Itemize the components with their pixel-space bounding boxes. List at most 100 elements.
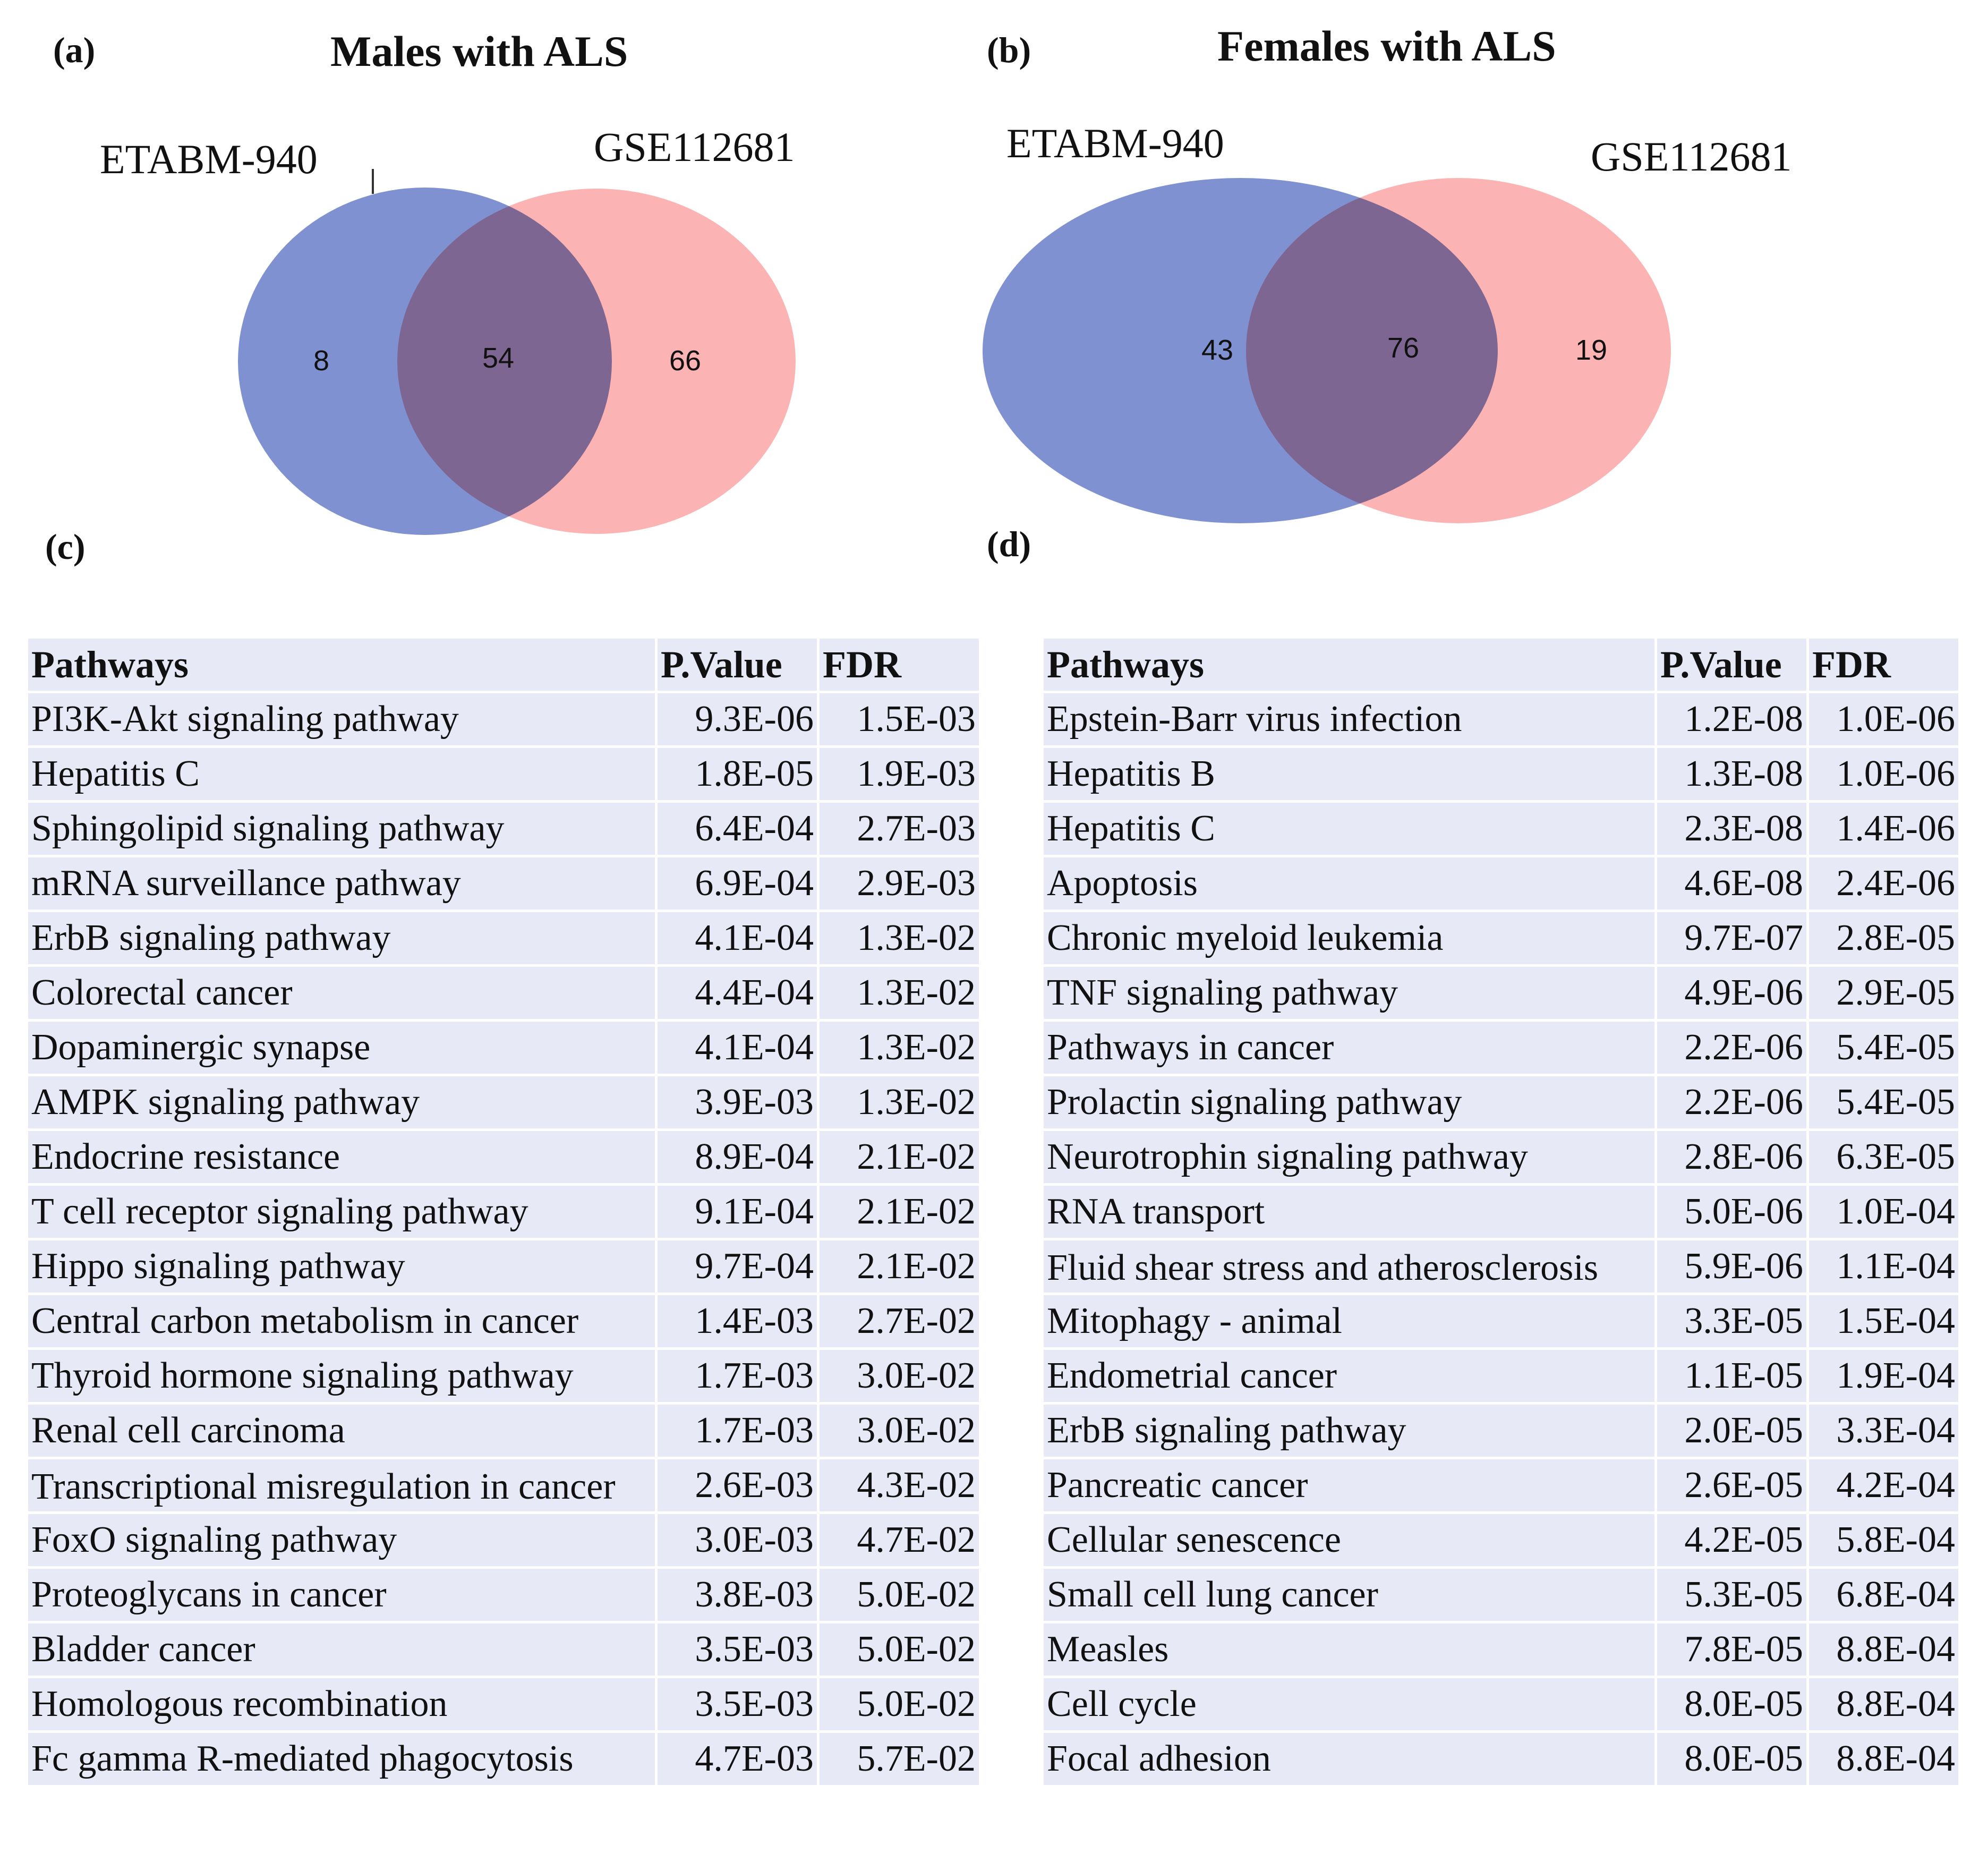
fdr-value: 2.7E-02 bbox=[817, 1295, 979, 1347]
header-pvalue: P.Value bbox=[1654, 639, 1806, 691]
p-value: 2.6E-05 bbox=[1654, 1459, 1806, 1511]
table-row: Bladder cancer 3.5E-03 5.0E-02 bbox=[28, 1624, 979, 1676]
venn-a-right-set-label: GSE112681 bbox=[594, 124, 795, 170]
table-row: Central carbon metabolism in cancer 1.4E-… bbox=[28, 1295, 979, 1347]
p-value: 7.8E-05 bbox=[1654, 1624, 1806, 1676]
pathway-name: Fluid shear stress and atherosclerosis bbox=[1044, 1240, 1654, 1293]
p-value: 3.5E-03 bbox=[655, 1678, 817, 1730]
table-row: Colorectal cancer 4.4E-04 1.3E-02 bbox=[28, 967, 979, 1019]
p-value: 4.9E-06 bbox=[1654, 967, 1806, 1019]
fdr-value: 1.9E-03 bbox=[817, 748, 979, 800]
table-row: ErbB signaling pathway 4.1E-04 1.3E-02 bbox=[28, 912, 979, 964]
table-row: Thyroid hormone signaling pathway 1.7E-03… bbox=[28, 1350, 979, 1402]
fdr-value: 4.2E-04 bbox=[1806, 1459, 1958, 1511]
table-row: T cell receptor signaling pathway 9.1E-04… bbox=[28, 1186, 979, 1238]
fdr-value: 5.7E-02 bbox=[817, 1733, 979, 1785]
fdr-value: 1.0E-04 bbox=[1806, 1186, 1958, 1238]
fdr-value: 8.8E-04 bbox=[1806, 1624, 1958, 1676]
venn-diagram-b bbox=[983, 178, 1671, 523]
p-value: 9.1E-04 bbox=[655, 1186, 817, 1238]
table-row: Fc gamma R-mediated phagocytosis 4.7E-03 5… bbox=[28, 1733, 979, 1785]
p-value: 4.7E-03 bbox=[655, 1733, 817, 1785]
table-row: Epstein-Barr virus infection 1.2E-08 1.0E-… bbox=[1044, 693, 1958, 745]
fdr-value: 2.9E-03 bbox=[817, 857, 979, 910]
pathway-name: Hepatitis C bbox=[1044, 803, 1654, 855]
table-row: Hepatitis B 1.3E-08 1.0E-06 bbox=[1044, 748, 1958, 800]
table-row: mRNA surveillance pathway 6.9E-04 2.9E-03 bbox=[28, 857, 979, 910]
fdr-value: 1.5E-03 bbox=[817, 693, 979, 745]
pathway-name: Central carbon metabolism in cancer bbox=[28, 1295, 655, 1347]
pathway-name: Pathways in cancer bbox=[1044, 1022, 1654, 1074]
pathway-name: TNF signaling pathway bbox=[1044, 967, 1654, 1019]
fdr-value: 3.0E-02 bbox=[817, 1350, 979, 1402]
p-value: 5.9E-06 bbox=[1654, 1240, 1806, 1293]
table-row: Endocrine resistance 8.9E-04 2.1E-02 bbox=[28, 1131, 979, 1183]
table-row: Sphingolipid signaling pathway 6.4E-04 2.7… bbox=[28, 803, 979, 855]
venn-a-title: Males with ALS bbox=[330, 27, 628, 75]
table-row: FoxO signaling pathway 3.0E-03 4.7E-02 bbox=[28, 1514, 979, 1566]
pathway-name: Bladder cancer bbox=[28, 1624, 655, 1676]
fdr-value: 1.9E-04 bbox=[1806, 1350, 1958, 1402]
fdr-value: 4.3E-02 bbox=[817, 1459, 979, 1511]
p-value: 3.0E-03 bbox=[655, 1514, 817, 1566]
venn-a-left-set-label: ETABM-940 bbox=[100, 136, 318, 182]
table-row: Focal adhesion 8.0E-05 8.8E-04 bbox=[1044, 1733, 1958, 1785]
panel-label-d: (d) bbox=[987, 524, 1031, 564]
table-row: Hepatitis C 2.3E-08 1.4E-06 bbox=[1044, 803, 1958, 855]
p-value: 2.6E-03 bbox=[655, 1459, 817, 1511]
p-value: 3.9E-03 bbox=[655, 1076, 817, 1128]
fdr-value: 2.4E-06 bbox=[1806, 857, 1958, 910]
fdr-value: 3.0E-02 bbox=[817, 1405, 979, 1457]
fdr-value: 4.7E-02 bbox=[817, 1514, 979, 1566]
venn-b-right-circle bbox=[1246, 178, 1671, 523]
header-fdr: FDR bbox=[817, 639, 979, 691]
pathway-name: mRNA surveillance pathway bbox=[28, 857, 655, 910]
table-row: Pathways in cancer 2.2E-06 5.4E-05 bbox=[1044, 1022, 1958, 1074]
venn-b-left-only-count: 43 bbox=[1201, 334, 1234, 366]
p-value: 9.3E-06 bbox=[655, 693, 817, 745]
table-row: Fluid shear stress and atherosclerosis 5.… bbox=[1044, 1240, 1958, 1293]
venn-b-left-set-label: ETABM-940 bbox=[1006, 120, 1224, 166]
table-row: RNA transport 5.0E-06 1.0E-04 bbox=[1044, 1186, 1958, 1238]
fdr-value: 1.3E-02 bbox=[817, 912, 979, 964]
fdr-value: 1.3E-02 bbox=[817, 1076, 979, 1128]
pathway-name: Hippo signaling pathway bbox=[28, 1240, 655, 1293]
panel-label-c: (c) bbox=[45, 526, 86, 567]
p-value: 1.7E-03 bbox=[655, 1405, 817, 1457]
fdr-value: 1.3E-02 bbox=[817, 967, 979, 1019]
pathway-name: Small cell lung cancer bbox=[1044, 1569, 1654, 1621]
p-value: 9.7E-04 bbox=[655, 1240, 817, 1293]
p-value: 4.6E-08 bbox=[1654, 857, 1806, 910]
table-row: Hippo signaling pathway 9.7E-04 2.1E-02 bbox=[28, 1240, 979, 1293]
p-value: 8.0E-05 bbox=[1654, 1733, 1806, 1785]
p-value: 3.8E-03 bbox=[655, 1569, 817, 1621]
p-value: 1.2E-08 bbox=[1654, 693, 1806, 745]
p-value: 8.0E-05 bbox=[1654, 1678, 1806, 1730]
pathway-name: ErbB signaling pathway bbox=[28, 912, 655, 964]
fdr-value: 1.1E-04 bbox=[1806, 1240, 1958, 1293]
pathway-name: Cell cycle bbox=[1044, 1678, 1654, 1730]
fdr-value: 1.5E-04 bbox=[1806, 1295, 1958, 1347]
venn-a-right-only-count: 66 bbox=[669, 345, 702, 377]
pathway-name: Focal adhesion bbox=[1044, 1733, 1654, 1785]
fdr-value: 2.1E-02 bbox=[817, 1186, 979, 1238]
venn-diagram-a bbox=[238, 169, 796, 535]
pathway-name: Chronic myeloid leukemia bbox=[1044, 912, 1654, 964]
p-value: 2.3E-08 bbox=[1654, 803, 1806, 855]
table-row: TNF signaling pathway 4.9E-06 2.9E-05 bbox=[1044, 967, 1958, 1019]
table-row: ErbB signaling pathway 2.0E-05 3.3E-04 bbox=[1044, 1405, 1958, 1457]
fdr-value: 1.3E-02 bbox=[817, 1022, 979, 1074]
pathway-name: Homologous recombination bbox=[28, 1678, 655, 1730]
pathway-name: Renal cell carcinoma bbox=[28, 1405, 655, 1457]
table-row: Chronic myeloid leukemia 9.7E-07 2.8E-05 bbox=[1044, 912, 1958, 964]
p-value: 4.1E-04 bbox=[655, 1022, 817, 1074]
pathway-name: Fc gamma R-mediated phagocytosis bbox=[28, 1733, 655, 1785]
fdr-value: 1.4E-06 bbox=[1806, 803, 1958, 855]
table-row: Renal cell carcinoma 1.7E-03 3.0E-02 bbox=[28, 1405, 979, 1457]
p-value: 1.3E-08 bbox=[1654, 748, 1806, 800]
p-value: 3.5E-03 bbox=[655, 1624, 817, 1676]
venn-a-left-only-count: 8 bbox=[313, 345, 330, 377]
pathway-name: Endocrine resistance bbox=[28, 1131, 655, 1183]
venn-a-overlap-count: 54 bbox=[482, 342, 515, 374]
venn-a-right-circle bbox=[397, 189, 796, 534]
